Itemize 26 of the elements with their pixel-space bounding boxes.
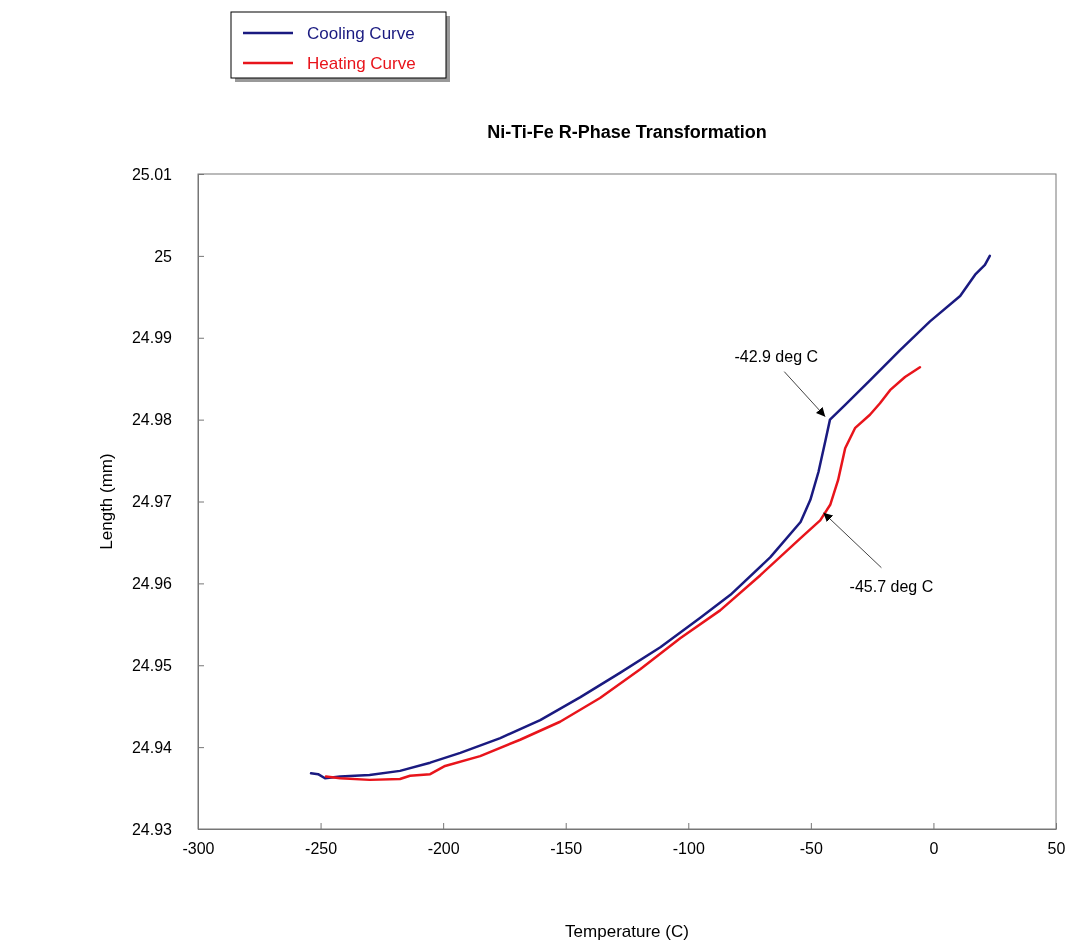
legend-label: Heating Curve bbox=[307, 54, 416, 73]
x-tick-label: -150 bbox=[550, 840, 583, 858]
y-axis-title: Length (mm) bbox=[97, 453, 116, 550]
x-tick-label: -50 bbox=[799, 840, 824, 858]
line-series bbox=[309, 254, 992, 780]
line-series bbox=[324, 365, 922, 782]
y-tick-label: 24.96 bbox=[131, 574, 173, 592]
y-tick-label: 24.93 bbox=[131, 820, 173, 838]
x-tick-label: -100 bbox=[672, 840, 705, 858]
x-tick-label: 0 bbox=[929, 840, 939, 858]
y-tick-label: 24.94 bbox=[131, 738, 173, 756]
x-axis-title: Temperature (C) bbox=[565, 922, 689, 941]
x-tick-label: 50 bbox=[1047, 840, 1066, 858]
y-tick-label: 25 bbox=[154, 247, 173, 265]
y-tick-label: 24.98 bbox=[131, 411, 173, 429]
annotation: -42.9 deg C bbox=[734, 347, 819, 365]
x-tick-label: -250 bbox=[305, 840, 338, 858]
y-tick-label: 24.95 bbox=[131, 656, 173, 674]
annotation: -45.7 deg C bbox=[849, 577, 934, 595]
y-tick-label: 24.99 bbox=[131, 329, 173, 347]
y-tick-label: 24.97 bbox=[131, 493, 173, 511]
x-tick-label: -200 bbox=[427, 840, 460, 858]
chart-title: Ni-Ti-Fe R-Phase Transformation bbox=[487, 122, 767, 142]
legend-label: Cooling Curve bbox=[307, 24, 415, 43]
x-tick-label: -300 bbox=[182, 840, 215, 858]
y-tick-label: 25.01 bbox=[131, 165, 173, 183]
